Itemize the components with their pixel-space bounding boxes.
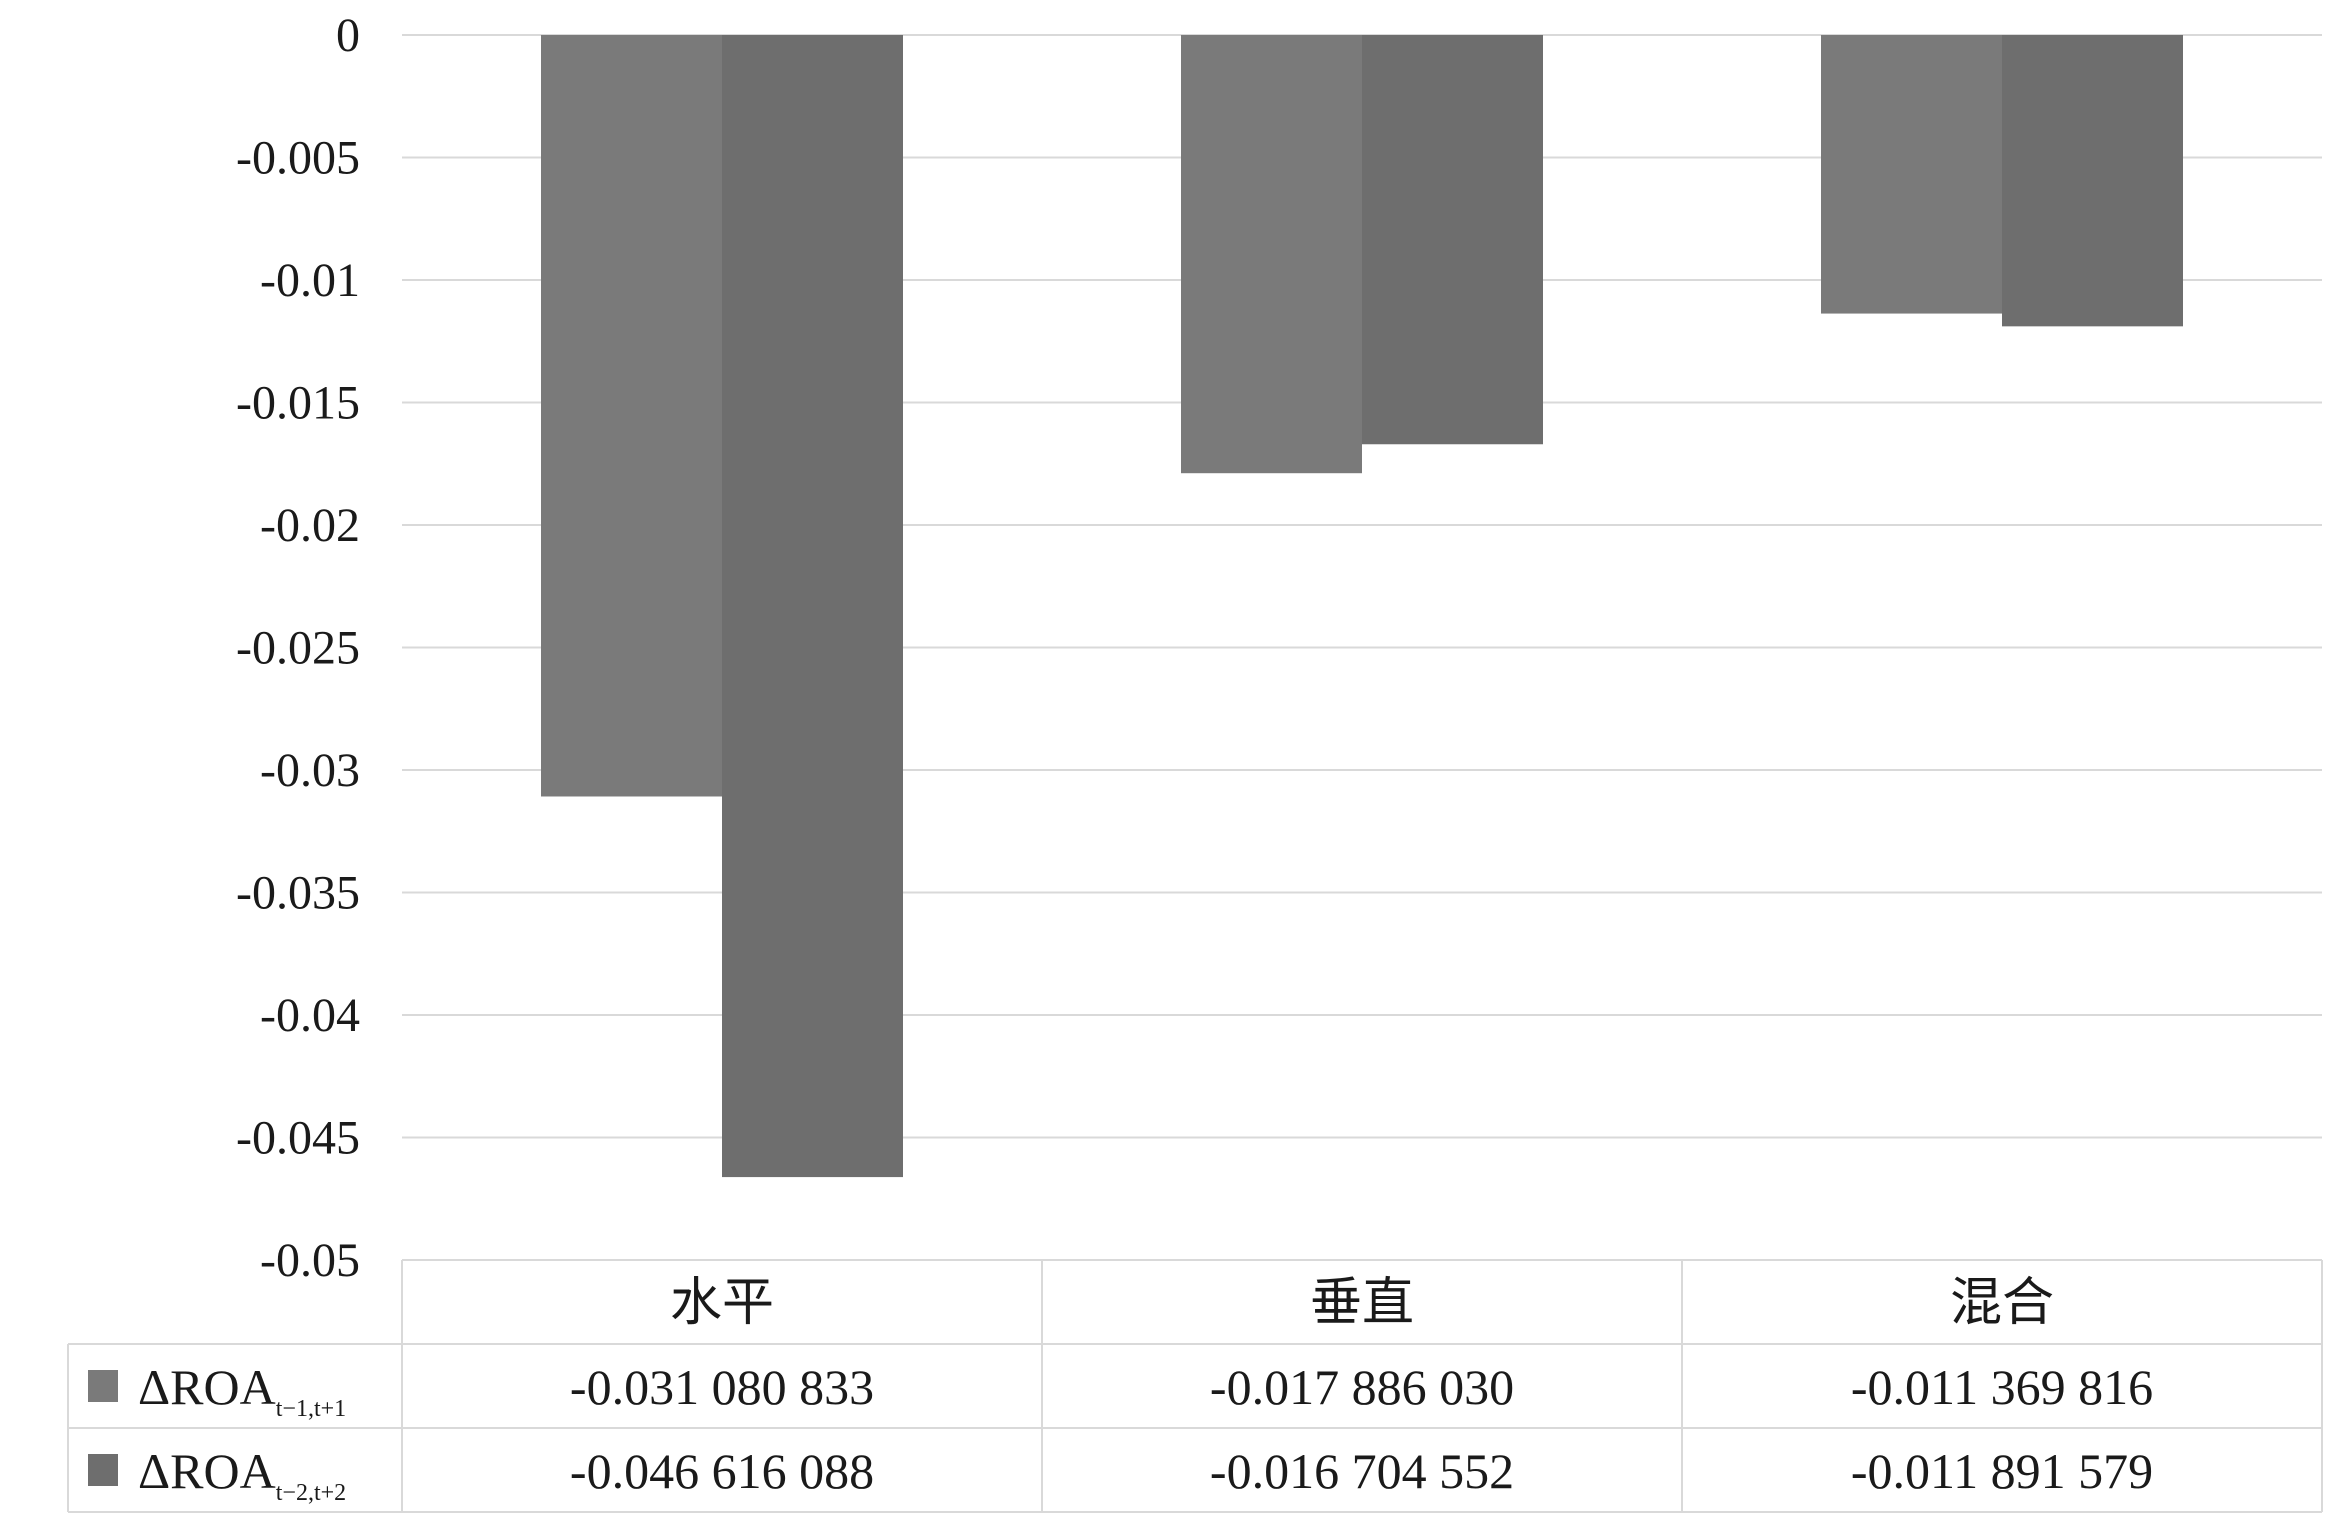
legend-label: ΔROAt−1,t+1 [138, 1359, 346, 1422]
y-tick-label: -0.035 [236, 867, 360, 920]
data-value-label: -0.011 891 579 [1851, 1443, 2153, 1499]
category-label: 混合 [1950, 1275, 2054, 1332]
data-value-label: -0.017 886 030 [1210, 1359, 1514, 1415]
y-tick-label: -0.015 [236, 377, 360, 430]
y-tick-label: -0.025 [236, 622, 360, 675]
data-value-label: -0.046 616 088 [570, 1443, 874, 1499]
legend-label-subscript: t−2,t+2 [276, 1480, 346, 1506]
y-tick-label: 0 [336, 9, 360, 62]
y-tick-label: -0.02 [260, 499, 360, 552]
bar [1821, 35, 2002, 314]
data-value-label: -0.016 704 552 [1210, 1443, 1514, 1499]
y-tick-label: -0.05 [260, 1234, 360, 1287]
bar [1181, 35, 1362, 474]
data-table: 水平 垂直 混合 ΔROAt−1,t+1 -0.031 080 833 -0.017 88… [67, 1259, 2323, 1513]
y-tick-label: -0.04 [260, 989, 360, 1042]
legend-label-main: ΔROA [138, 1359, 276, 1415]
y-tick-label: -0.045 [236, 1112, 360, 1165]
legend-label-subscript: t−1,t+1 [276, 1396, 346, 1422]
bar [1362, 35, 1543, 445]
category-label: 垂直 [1310, 1275, 1414, 1332]
bar [2002, 35, 2183, 327]
bars [541, 35, 2183, 1178]
y-tick-label: -0.005 [236, 132, 360, 185]
bar [722, 35, 903, 1178]
y-axis-ticks: 0 -0.005 -0.01 -0.015 -0.02 -0.025 -0.03 -0.035… [236, 9, 360, 1287]
legend-swatch [88, 1370, 118, 1402]
legend-label: ΔROAt−2,t+2 [138, 1443, 346, 1506]
y-tick-label: -0.01 [260, 254, 360, 307]
legend-swatch [88, 1454, 118, 1486]
bar [541, 35, 722, 797]
category-label: 水平 [670, 1275, 774, 1332]
data-value-label: -0.031 080 833 [570, 1359, 874, 1415]
data-value-label: -0.011 369 816 [1851, 1359, 2153, 1415]
y-tick-label: -0.03 [260, 744, 360, 797]
legend-label-main: ΔROA [138, 1443, 276, 1499]
